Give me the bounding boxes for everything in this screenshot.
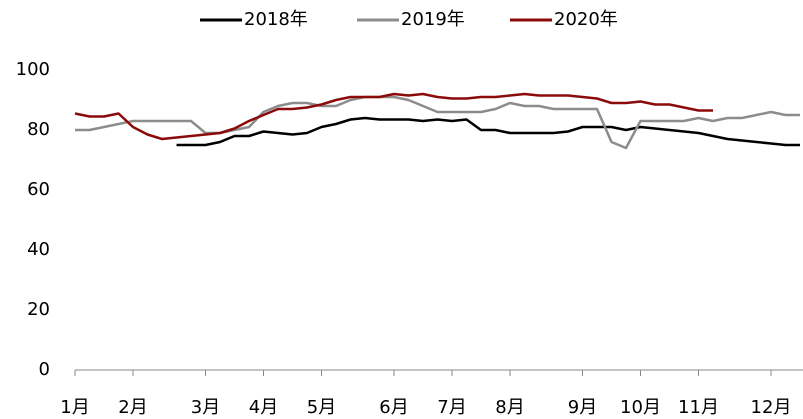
y-tick-label: 80 [27,119,50,140]
x-tick-label: 12月 [751,397,792,418]
legend-label: 2018年 [244,9,308,30]
x-tick-label: 6月 [379,397,408,418]
x-tick-label: 9月 [568,397,597,418]
x-tick-label: 7月 [437,397,466,418]
x-tick-label: 3月 [191,397,220,418]
x-tick-label: 10月 [620,397,661,418]
y-tick-label: 0 [39,359,50,380]
y-tick-label: 40 [27,239,50,260]
y-tick-label: 20 [27,299,50,320]
y-tick-label: 100 [16,59,50,80]
legend-label: 2020年 [554,9,618,30]
series-line [176,116,800,147]
series-line [75,95,800,150]
x-tick-label: 8月 [495,397,524,418]
legend-label: 2019年 [401,9,465,30]
x-tick-label: 1月 [60,397,89,418]
x-tick-label: 4月 [249,397,278,418]
x-tick-label: 11月 [678,397,719,418]
x-tick-label: 2月 [118,397,147,418]
series-line [74,92,713,141]
y-tick-label: 60 [27,179,50,200]
x-tick-label: 5月 [307,397,336,418]
